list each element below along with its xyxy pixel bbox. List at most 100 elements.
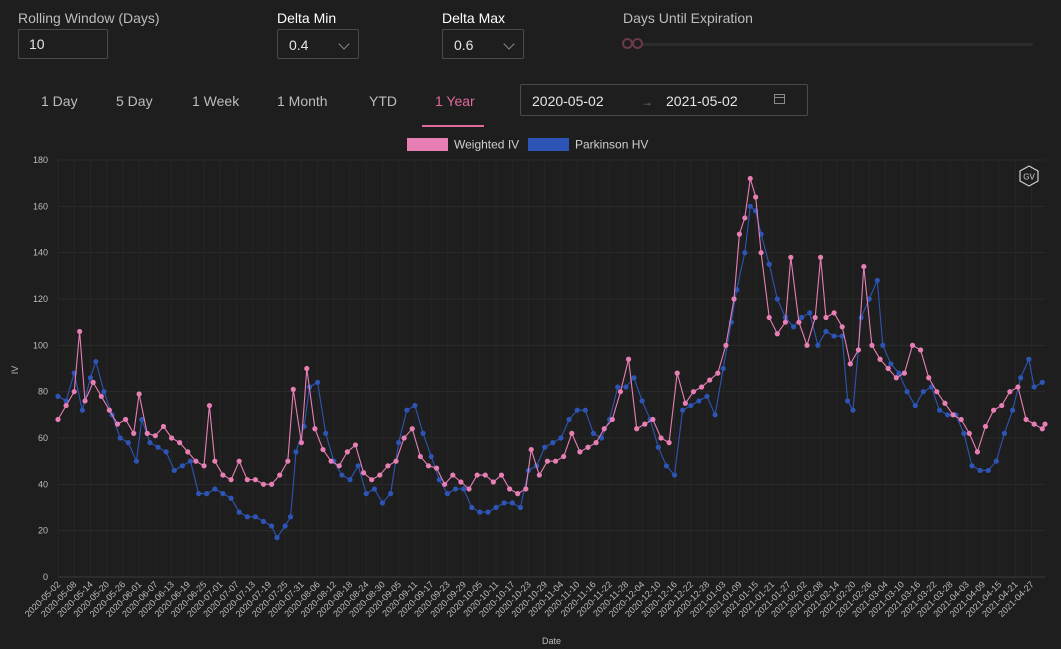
parkinson-hv-point bbox=[993, 458, 999, 464]
parkinson-hv-point bbox=[663, 463, 670, 469]
parkinson-hv-point bbox=[623, 384, 629, 390]
weighted-iv-point bbox=[831, 310, 837, 316]
weighted-iv-point bbox=[723, 342, 729, 348]
range-arrow-icon: → bbox=[641, 95, 653, 109]
weighted-iv-point bbox=[320, 446, 326, 453]
parkinson-hv-point bbox=[125, 440, 131, 446]
weighted-iv-point bbox=[136, 391, 142, 397]
weighted-iv-point bbox=[536, 472, 542, 478]
end-date[interactable]: 2021-05-02 bbox=[666, 93, 738, 109]
tab-5-day[interactable]: 5 Day bbox=[116, 93, 153, 109]
legend-label-weighted-iv[interactable]: Weighted IV bbox=[454, 138, 519, 152]
weighted-iv-point bbox=[625, 356, 632, 362]
parkinson-hv-point bbox=[912, 402, 918, 409]
parkinson-hv-point bbox=[799, 314, 805, 321]
parkinson-hv-point bbox=[1018, 375, 1024, 381]
parkinson-hv-point bbox=[945, 412, 951, 418]
weighted-iv-point bbox=[585, 444, 591, 450]
weighted-iv-point bbox=[304, 365, 310, 372]
weighted-iv-point bbox=[228, 477, 234, 483]
legend[interactable]: Weighted IV Parkinson HV bbox=[407, 138, 648, 152]
rolling-window-input[interactable] bbox=[19, 30, 119, 58]
tab-1-week[interactable]: 1 Week bbox=[192, 93, 240, 109]
delta-max-select[interactable]: 0.6 bbox=[442, 29, 524, 59]
parkinson-hv-point bbox=[347, 477, 353, 483]
start-date[interactable]: 2020-05-02 bbox=[532, 93, 604, 109]
y-tick-label: 20 bbox=[38, 526, 48, 536]
weighted-iv-point bbox=[804, 342, 810, 348]
parkinson-hv-point bbox=[936, 407, 943, 413]
parkinson-hv-point bbox=[582, 407, 588, 413]
y-tick-label: 140 bbox=[33, 248, 48, 258]
weighted-iv-point bbox=[812, 314, 818, 321]
legend-label-parkinson-hv[interactable]: Parkinson HV bbox=[575, 138, 648, 152]
gv-logo-icon: GV bbox=[1019, 165, 1039, 187]
parkinson-hv-point bbox=[212, 486, 218, 492]
weighted-iv-point bbox=[593, 440, 599, 446]
tab-1-month[interactable]: 1 Month bbox=[277, 93, 328, 109]
iv-chart: 0204060801001201401601802020-05-022020-0… bbox=[10, 138, 1048, 646]
weighted-iv-point bbox=[847, 361, 853, 367]
weighted-iv-point bbox=[617, 389, 624, 395]
weighted-iv-point bbox=[569, 430, 575, 436]
parkinson-hv-point bbox=[179, 463, 185, 469]
weighted-iv-point bbox=[417, 453, 423, 460]
parkinson-hv-point bbox=[493, 504, 499, 511]
parkinson-hv-point bbox=[228, 495, 234, 501]
parkinson-hv-point bbox=[920, 389, 926, 395]
delta-min-value: 0.4 bbox=[289, 37, 309, 53]
weighted-iv-point bbox=[82, 398, 88, 404]
weighted-iv-point bbox=[393, 458, 399, 464]
rolling-window-input-box[interactable] bbox=[18, 29, 119, 59]
weighted-iv-point bbox=[466, 486, 472, 492]
weighted-iv-point bbox=[682, 400, 688, 406]
parkinson-hv-point bbox=[766, 261, 772, 267]
parkinson-hv-point bbox=[696, 398, 702, 404]
legend-swatch-weighted-iv[interactable] bbox=[407, 138, 448, 151]
weighted-iv-point bbox=[369, 477, 375, 483]
weighted-iv-point bbox=[442, 481, 448, 487]
weighted-iv-point bbox=[185, 449, 191, 455]
weighted-iv-line bbox=[57, 178, 1046, 495]
tab-1-day[interactable]: 1 Day bbox=[41, 93, 78, 109]
weighted-iv-point bbox=[839, 324, 845, 330]
weighted-iv-point bbox=[774, 331, 780, 337]
weighted-iv-point bbox=[1023, 416, 1029, 423]
parkinson-hv-point bbox=[396, 440, 402, 446]
weighted-iv-point bbox=[788, 254, 794, 260]
delta-min-select[interactable]: 0.4 bbox=[277, 29, 359, 59]
parkinson-hv-point bbox=[87, 375, 94, 381]
parkinson-hv-point bbox=[163, 449, 169, 455]
parkinson-hv-point bbox=[774, 296, 780, 302]
parkinson-hv-point bbox=[133, 458, 140, 464]
parkinson-hv-point bbox=[977, 467, 983, 474]
y-tick-label: 120 bbox=[33, 294, 48, 304]
weighted-iv-point bbox=[98, 393, 104, 399]
weighted-iv-point bbox=[1042, 421, 1048, 427]
calendar-icon[interactable] bbox=[774, 94, 785, 104]
weighted-iv-point bbox=[544, 458, 551, 464]
weighted-iv-point bbox=[55, 416, 61, 423]
parkinson-hv-point bbox=[379, 500, 386, 506]
weighted-iv-point bbox=[934, 389, 940, 395]
weighted-iv-point bbox=[212, 458, 218, 464]
weighted-iv-point bbox=[114, 421, 121, 427]
chevron-down-icon bbox=[338, 38, 350, 50]
parkinson-hv-point bbox=[720, 365, 726, 372]
y-tick-label: 100 bbox=[33, 340, 48, 350]
tab-ytd[interactable]: YTD bbox=[369, 93, 397, 109]
parkinson-hv-point bbox=[139, 416, 145, 423]
weighted-iv-point bbox=[63, 402, 69, 409]
weighted-iv-point bbox=[823, 314, 829, 321]
slider-handle-max[interactable] bbox=[632, 38, 643, 49]
days-until-expiration-slider[interactable] bbox=[625, 43, 1033, 46]
weighted-iv-point bbox=[220, 472, 226, 478]
date-range-picker[interactable]: 2020-05-02 → 2021-05-02 bbox=[520, 84, 808, 116]
parkinson-hv-point bbox=[117, 435, 123, 441]
weighted-iv-point bbox=[252, 477, 258, 483]
tab-1-year[interactable]: 1 Year bbox=[435, 93, 475, 109]
y-tick-label: 60 bbox=[38, 433, 48, 443]
parkinson-hv-point bbox=[412, 402, 418, 409]
x-axis-title: Date bbox=[542, 636, 561, 646]
legend-swatch-parkinson-hv[interactable] bbox=[528, 138, 569, 151]
